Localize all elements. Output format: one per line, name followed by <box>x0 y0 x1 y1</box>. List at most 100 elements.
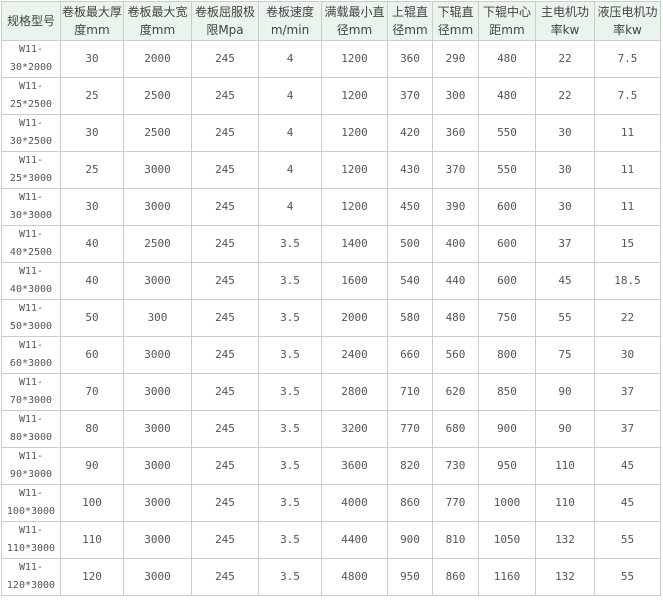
value-cell: 860 <box>387 484 433 522</box>
value-cell: 40 <box>60 262 124 300</box>
value-cell: 680 <box>432 410 479 448</box>
value-cell: 750 <box>478 299 536 337</box>
value-cell: 245 <box>191 225 259 263</box>
value-cell: 245 <box>191 484 259 522</box>
value-cell: 3000 <box>123 484 192 522</box>
value-cell: 3200 <box>321 410 388 448</box>
value-cell: 245 <box>191 336 259 374</box>
value-cell: 80 <box>60 410 124 448</box>
column-header: 上辊直径mm <box>387 1 433 41</box>
value-cell: 3000 <box>123 188 192 226</box>
value-cell: 800 <box>478 336 536 374</box>
value-cell: 1200 <box>321 40 388 78</box>
value-cell: 2500 <box>123 225 192 263</box>
value-cell: 245 <box>191 299 259 337</box>
value-cell: 90 <box>535 373 595 411</box>
value-cell: 4 <box>258 114 322 152</box>
value-cell: 900 <box>387 521 433 559</box>
value-cell: 90 <box>535 410 595 448</box>
value-cell: 11 <box>594 114 661 152</box>
value-cell: 22 <box>535 77 595 115</box>
value-cell: 300 <box>123 299 192 337</box>
value-cell: 540 <box>387 262 433 300</box>
value-cell: 245 <box>191 188 259 226</box>
value-cell: 600 <box>478 188 536 226</box>
value-cell: 860 <box>432 558 479 596</box>
value-cell: 3.5 <box>258 484 322 522</box>
value-cell: 132 <box>535 521 595 559</box>
value-cell: 40 <box>60 225 124 263</box>
value-cell: 3.5 <box>258 558 322 596</box>
model-cell: W11-40*3000 <box>1 262 61 300</box>
value-cell: 100 <box>60 484 124 522</box>
model-cell: W11-110*3000 <box>1 521 61 559</box>
column-header: 主电机功率kw <box>535 1 595 41</box>
model-cell: W11-30*2500 <box>1 114 61 152</box>
column-header: 卷板最大厚度mm <box>60 1 124 41</box>
value-cell: 370 <box>387 77 433 115</box>
value-cell: 3000 <box>123 447 192 485</box>
value-cell: 15 <box>594 225 661 263</box>
value-cell: 2400 <box>321 336 388 374</box>
model-cell: W11-90*3000 <box>1 447 61 485</box>
table-row: W11-25*3000 25 3000 245 4 1200 430 370 550 30 11 <box>1 151 661 189</box>
value-cell: 3.5 <box>258 336 322 374</box>
column-header: 卷板最大宽度mm <box>123 1 192 41</box>
value-cell: 1050 <box>478 521 536 559</box>
value-cell: 480 <box>432 299 479 337</box>
value-cell: 1200 <box>321 151 388 189</box>
value-cell: 245 <box>191 151 259 189</box>
table-row: W11-25*2500 25 2500 245 4 1200 370 300 480 22 7.5 <box>1 77 661 115</box>
table-row: W11-110*3000 110 3000 245 3.5 4400 900 810 1050 1… <box>1 521 661 559</box>
value-cell: 18.5 <box>594 262 661 300</box>
column-header: 下辊中心距mm <box>478 1 536 41</box>
value-cell: 2500 <box>123 114 192 152</box>
column-header: 卷板速度m/min <box>258 1 322 41</box>
model-cell: W11-25*3000 <box>1 151 61 189</box>
value-cell: 30 <box>535 188 595 226</box>
value-cell: 55 <box>594 558 661 596</box>
model-cell: W11-80*3000 <box>1 410 61 448</box>
value-cell: 37 <box>535 225 595 263</box>
table-row: W11-80*3000 80 3000 245 3.5 3200 770 680 900 90 37 <box>1 410 661 448</box>
value-cell: 7.5 <box>594 77 661 115</box>
table-row: W11-50*3000 50 300 245 3.5 2000 580 480 750 55 22 <box>1 299 661 337</box>
value-cell: 900 <box>478 410 536 448</box>
value-cell: 3000 <box>123 558 192 596</box>
value-cell: 1600 <box>321 262 388 300</box>
model-cell: W11-25*2500 <box>1 77 61 115</box>
value-cell: 4000 <box>321 484 388 522</box>
value-cell: 370 <box>432 151 479 189</box>
value-cell: 3.5 <box>258 447 322 485</box>
value-cell: 660 <box>387 336 433 374</box>
value-cell: 3000 <box>123 151 192 189</box>
value-cell: 4800 <box>321 558 388 596</box>
value-cell: 300 <box>432 77 479 115</box>
value-cell: 25 <box>60 77 124 115</box>
value-cell: 770 <box>387 410 433 448</box>
value-cell: 600 <box>478 262 536 300</box>
value-cell: 550 <box>478 114 536 152</box>
value-cell: 11 <box>594 188 661 226</box>
value-cell: 1160 <box>478 558 536 596</box>
value-cell: 450 <box>387 188 433 226</box>
value-cell: 480 <box>478 77 536 115</box>
value-cell: 90 <box>60 447 124 485</box>
value-cell: 245 <box>191 373 259 411</box>
value-cell: 810 <box>432 521 479 559</box>
value-cell: 11 <box>594 151 661 189</box>
table-row: W11-30*3000 30 3000 245 4 1200 450 390 600 30 11 <box>1 188 661 226</box>
table-row: W11-40*2500 40 2500 245 3.5 1400 500 400 600 37 15 <box>1 225 661 263</box>
value-cell: 30 <box>60 188 124 226</box>
value-cell: 245 <box>191 521 259 559</box>
value-cell: 30 <box>60 40 124 78</box>
value-cell: 950 <box>478 447 536 485</box>
column-header: 卷板屈服极限Mpa <box>191 1 259 41</box>
value-cell: 30 <box>535 151 595 189</box>
value-cell: 245 <box>191 262 259 300</box>
value-cell: 30 <box>594 336 661 374</box>
value-cell: 75 <box>535 336 595 374</box>
value-cell: 132 <box>535 558 595 596</box>
value-cell: 360 <box>387 40 433 78</box>
value-cell: 730 <box>432 447 479 485</box>
